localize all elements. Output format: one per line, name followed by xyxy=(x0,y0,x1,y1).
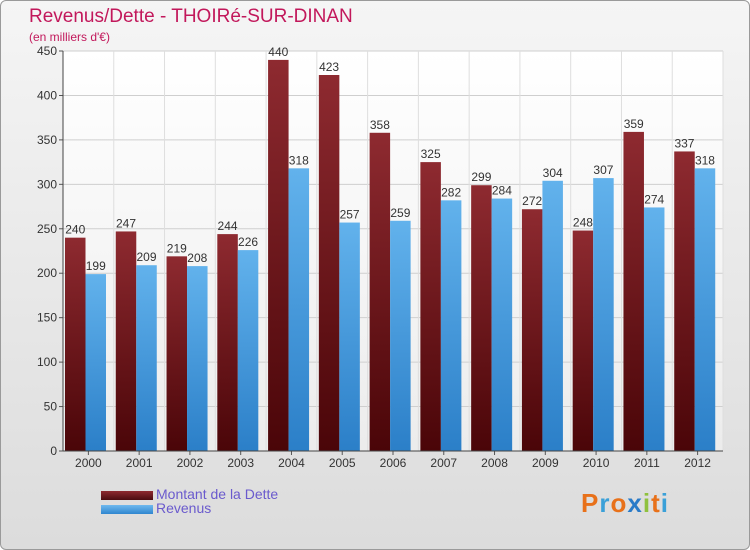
bar-revenue xyxy=(136,265,157,451)
x-tick-label: 2001 xyxy=(126,456,153,470)
bar-debt xyxy=(420,162,441,451)
chart-subtitle: (en milliers d'€) xyxy=(29,30,110,44)
y-tick-label: 250 xyxy=(37,222,57,236)
data-label-revenue: 259 xyxy=(390,206,410,220)
bar-revenue xyxy=(237,250,259,451)
bar-revenue xyxy=(187,266,208,451)
y-tick-label: 200 xyxy=(37,266,57,280)
bar-revenue xyxy=(542,180,563,451)
proxiti-logo: Proxiti xyxy=(581,488,669,519)
logo-letter: x xyxy=(627,488,643,518)
logo-letter: t xyxy=(651,488,661,518)
legend-swatch-debt xyxy=(101,491,153,500)
data-label-debt: 325 xyxy=(421,147,441,161)
logo-letter: r xyxy=(599,488,611,518)
x-tick-label: 2010 xyxy=(583,456,610,470)
x-tick-label: 2011 xyxy=(634,456,660,470)
bar-revenue xyxy=(694,168,716,452)
x-tick-label: 2004 xyxy=(278,456,305,470)
x-tick-label: 2003 xyxy=(227,456,254,470)
data-label-debt: 240 xyxy=(65,223,85,237)
bar-revenue xyxy=(339,222,360,451)
bar-debt xyxy=(521,209,543,451)
logo-letter: i xyxy=(642,488,652,518)
bar-debt xyxy=(115,231,137,451)
x-tick-label: 2008 xyxy=(481,456,508,470)
data-label-revenue: 282 xyxy=(441,185,461,199)
data-label-debt: 359 xyxy=(624,117,644,131)
logo-letter: o xyxy=(610,488,628,518)
x-tick-label: 2005 xyxy=(329,456,356,470)
data-label-debt: 299 xyxy=(471,170,491,184)
data-label-debt: 244 xyxy=(218,219,238,233)
data-label-debt: 337 xyxy=(674,136,694,150)
bar-revenue xyxy=(440,200,462,451)
y-tick-label: 400 xyxy=(37,88,57,102)
bar-revenue xyxy=(85,274,106,451)
y-tick-label: 450 xyxy=(37,44,57,58)
data-label-revenue: 274 xyxy=(644,192,664,206)
y-tick-label: 50 xyxy=(44,400,58,414)
data-label-revenue: 318 xyxy=(695,153,715,167)
data-label-debt: 358 xyxy=(370,118,390,132)
y-tick-label: 300 xyxy=(37,177,57,191)
data-label-revenue: 209 xyxy=(137,250,157,264)
bar-debt xyxy=(318,75,340,451)
x-tick-label: 2007 xyxy=(430,456,457,470)
data-label-revenue: 257 xyxy=(340,208,360,222)
data-label-debt: 440 xyxy=(268,45,288,59)
data-label-debt: 248 xyxy=(573,216,593,230)
bar-revenue xyxy=(491,198,513,451)
logo-letter: P xyxy=(581,488,600,518)
y-tick-label: 100 xyxy=(37,355,57,369)
data-label-debt: 247 xyxy=(116,216,136,230)
bar-debt xyxy=(623,131,644,451)
bar-revenue xyxy=(390,220,411,451)
data-label-debt: 219 xyxy=(167,241,187,255)
bar-debt xyxy=(674,151,695,451)
bar-debt xyxy=(217,234,238,451)
y-tick-label: 350 xyxy=(37,133,57,147)
bar-revenue xyxy=(643,207,665,451)
bar-revenue xyxy=(288,168,310,452)
bar-debt xyxy=(166,256,188,451)
bar-debt xyxy=(65,237,86,451)
data-label-revenue: 318 xyxy=(289,153,309,167)
legend-label-debt: Montant de la Dette xyxy=(156,486,279,502)
data-label-revenue: 284 xyxy=(492,184,512,198)
legend-label-revenue: Revenus xyxy=(156,500,212,516)
y-tick-label: 150 xyxy=(37,311,57,325)
x-tick-label: 2012 xyxy=(684,456,711,470)
bar-debt xyxy=(572,230,594,451)
data-label-debt: 423 xyxy=(319,60,339,74)
x-tick-label: 2000 xyxy=(75,456,102,470)
data-label-revenue: 307 xyxy=(593,163,613,177)
bar-revenue xyxy=(593,178,614,451)
logo-letter: i xyxy=(660,488,669,518)
data-label-revenue: 304 xyxy=(543,166,563,180)
x-tick-label: 2006 xyxy=(380,456,407,470)
bar-debt xyxy=(268,59,289,452)
data-label-revenue: 226 xyxy=(238,235,258,249)
data-label-revenue: 199 xyxy=(86,259,106,273)
legend-swatch-revenue xyxy=(101,505,153,514)
bar-debt xyxy=(369,132,391,451)
x-tick-label: 2002 xyxy=(177,456,204,470)
bar-debt xyxy=(471,185,492,451)
chart-title: Revenus/Dette - THOIRé-SUR-DINAN xyxy=(29,6,353,27)
x-tick-label: 2009 xyxy=(532,456,559,470)
y-tick-label: 0 xyxy=(50,444,57,458)
data-label-revenue: 208 xyxy=(187,251,207,265)
data-label-debt: 272 xyxy=(522,194,542,208)
